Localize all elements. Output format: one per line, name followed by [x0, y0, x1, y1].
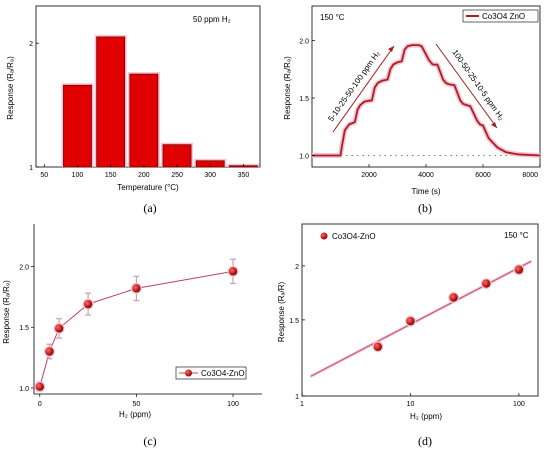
- panel-a-y-ticks: 12: [29, 41, 39, 172]
- panel-d-legend-label: Co3O4-ZnO: [332, 232, 376, 241]
- panel-c-y-tick-label: 2.0: [19, 265, 29, 272]
- panel-c-response-vs-concentration: 0 50 100 1.0 1.5 2.0 Co3O4-ZnO H₂ (ppm) Resp…: [2, 224, 262, 448]
- panel-b-annotation: 150 °C: [320, 13, 345, 22]
- panel-d-x-tick-label: 10: [407, 401, 415, 408]
- panel-c-point: [228, 267, 238, 276]
- panel-c-x-label: H₂ (ppm): [119, 410, 151, 419]
- panel-b-ramp-down-arrowhead: [491, 122, 497, 128]
- panel-a-x-tick-label: 50: [40, 172, 48, 179]
- panel-c-caption: (c): [143, 434, 156, 448]
- panel-a-caption: (a): [143, 201, 156, 215]
- panel-b-ramp-up-arrow: [332, 45, 395, 133]
- panel-a-bars: [61, 34, 260, 168]
- panel-d-legend-marker: [320, 232, 328, 240]
- panel-a-bar: [162, 144, 192, 168]
- panel-d-points: [372, 264, 525, 353]
- panel-d-point: [406, 316, 415, 326]
- panel-a-x-tick-label: 150: [105, 172, 117, 179]
- panel-d-log-log-chart: 1 10 100 11.52 Co3O4-ZnO 150 °C H₂ (ppm) R…: [277, 223, 539, 448]
- panel-d-y-label: Response (Rₐ/R): [277, 282, 286, 343]
- panel-d-x-tick-label: 100: [513, 401, 525, 408]
- panel-c-points: [34, 265, 239, 393]
- panel-b-x-tick-label: 4000: [418, 172, 434, 179]
- panel-c-connector-line: [39, 270, 234, 387]
- panel-c-legend-marker: [185, 369, 192, 377]
- panel-b-legend-box: [462, 9, 539, 23]
- panel-d-y-tick-label: 2: [295, 264, 299, 271]
- panel-c-x-tick-label: 100: [227, 401, 239, 408]
- panel-b-y-tick-label: 2.0: [299, 39, 309, 46]
- panel-c-legend-box: [175, 366, 247, 380]
- panel-b-transient-chart: 2000 4000 6000 8000 1.0 1.5 2.0 150 °C Co3O4 …: [283, 5, 541, 215]
- panel-b-y-tick-label: 1.0: [299, 154, 309, 161]
- panel-b-frame: [311, 5, 541, 168]
- panel-d-annotation: 150 °C: [504, 231, 529, 240]
- panel-d-point: [482, 279, 491, 288]
- panel-b-series-line: [312, 44, 541, 157]
- panel-c-point: [83, 299, 93, 309]
- panel-d-y-tick-label: 1.5: [289, 318, 299, 325]
- panel-d-frame: [301, 223, 539, 397]
- panel-c-legend-label: Co3O4-ZnO: [201, 369, 245, 378]
- panel-c-y-tick-label: 1.5: [19, 325, 29, 332]
- panel-a-x-tick-label: 250: [171, 172, 183, 179]
- panel-b-ramp-down-label: 100-50-25-10-5 ppm H₂: [450, 48, 506, 122]
- panel-c-point: [45, 347, 54, 356]
- panel-a-annotation: 50 ppm H₂: [193, 15, 231, 24]
- panel-d-point: [514, 265, 524, 274]
- panel-a-bar: [129, 73, 159, 168]
- panel-b-ramp-up-arrowhead: [388, 46, 394, 52]
- panel-a-bar-chart: 50 100 150 200 250 300 350 12 50 ppm H₂ Temper…: [6, 5, 261, 215]
- panel-a-y-tick-label: 2: [29, 41, 33, 48]
- panel-d-caption: (d): [418, 434, 432, 448]
- panel-b-x-ticks: 2000 4000 6000 8000: [361, 164, 541, 179]
- panel-a-bar: [96, 36, 126, 168]
- panel-d-y-tick-label: 1: [295, 394, 299, 401]
- panel-d-legend: Co3O4-ZnO: [320, 232, 376, 241]
- panel-c-x-tick-label: 50: [133, 401, 141, 408]
- panel-b-x-tick-label: 8000: [522, 172, 538, 179]
- panel-b-legend-label: Co3O4 ZnO: [482, 12, 525, 21]
- panel-b-y-tick-label: 1.5: [299, 96, 309, 103]
- panel-b-y-label: Response (Rₐ/R₉): [283, 56, 292, 120]
- panel-d-point: [449, 293, 458, 302]
- panel-c-point: [132, 284, 141, 293]
- panel-c-point: [54, 324, 64, 333]
- panel-d-y-ticks: 11.52: [289, 264, 305, 401]
- panel-c-x-ticks: 0 50 100: [38, 394, 239, 408]
- panel-d-point: [373, 342, 383, 351]
- panel-b-x-tick-label: 6000: [475, 172, 491, 179]
- panel-b-ramp-down-arrow: [435, 43, 498, 129]
- panel-a-y-tick-label: 1: [29, 165, 33, 172]
- panel-a-bar: [63, 84, 92, 168]
- panel-b-caption: (b): [418, 201, 432, 215]
- panel-c-legend: Co3O4-ZnO: [175, 366, 247, 380]
- panel-a-x-label: Temperature (°C): [117, 183, 179, 192]
- panel-d-x-label: H₂ (ppm): [410, 412, 442, 421]
- panel-c-y-label: Response (Rₐ/R₉): [2, 280, 11, 344]
- panel-a-x-tick-label: 300: [204, 172, 216, 179]
- panel-c-point: [35, 382, 44, 391]
- panel-a-x-tick-label: 200: [138, 172, 150, 179]
- panel-c-y-ticks: 1.0 1.5 2.0: [19, 265, 34, 393]
- panel-a-y-label: Response (Rₐ/R₉): [6, 56, 15, 120]
- panel-d-fit-line: [310, 260, 532, 377]
- panel-b-y-ticks: 1.0 1.5 2.0: [299, 39, 315, 161]
- panel-b-x-tick-label: 2000: [361, 172, 377, 179]
- panel-d-x-tick-label: 1: [300, 401, 304, 408]
- panel-c-x-tick-label: 0: [38, 401, 42, 408]
- panel-a-x-ticks: 50 100 150 200 250 300 350: [40, 164, 249, 179]
- panel-a-x-tick-label: 100: [72, 172, 84, 179]
- panel-a-x-tick-label: 350: [238, 172, 250, 179]
- panel-c-y-tick-label: 1.0: [19, 386, 29, 393]
- panel-b-x-label: Time (s): [411, 187, 440, 196]
- panel-b-legend: Co3O4 ZnO: [462, 9, 539, 23]
- panel-d-x-ticks: 1 10 100: [300, 393, 525, 408]
